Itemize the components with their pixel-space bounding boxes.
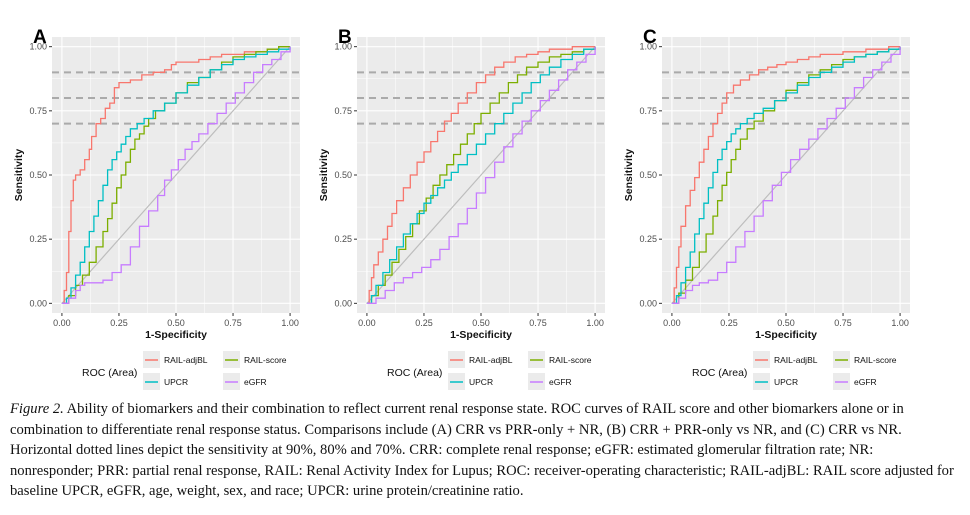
legend-entry-label: RAIL-score — [549, 355, 592, 365]
legend-entry-label: RAIL-score — [854, 355, 897, 365]
reference-diagonal — [366, 46, 596, 304]
x-tick-label: 0.50 — [472, 318, 490, 328]
legend-entry-label: RAIL-adjBL — [164, 355, 208, 365]
legend-entry-label: eGFR — [549, 377, 572, 387]
reference-diagonal — [61, 46, 291, 304]
x-tick-label: 0.75 — [224, 318, 242, 328]
x-axis-title: 1-Specificity — [145, 329, 207, 341]
y-axis-title: Sensitivity — [13, 149, 25, 202]
x-tick-label: 0.50 — [777, 318, 795, 328]
chart-panel-c: 0.00 0.25 0.50 0.75 1.00 0.00 0.25 0.50 0.75 1.00… — [623, 27, 910, 390]
roc-curve-upcr — [671, 46, 901, 304]
legend-entry-label: eGFR — [244, 377, 267, 387]
x-tick-label: 1.00 — [281, 318, 299, 328]
roc-curve-rail-adjbl — [366, 46, 596, 304]
y-tick-label: 0.00 — [29, 298, 47, 308]
y-tick-label: 0.75 — [29, 106, 47, 116]
y-tick-label: 0.50 — [334, 170, 352, 180]
y-axis-title: Sensitivity — [623, 149, 635, 202]
y-tick-label: 0.50 — [29, 170, 47, 180]
figure-caption: Figure 2. Ability of biomarkers and thei… — [10, 399, 960, 502]
legend: ROC (Area) RAIL-adjBL RAIL-score UPCR eGFR — [82, 351, 287, 390]
panel-label: C — [643, 27, 657, 48]
roc-figure: 0.00 0.25 0.50 0.75 1.00 0.00 0.25 0.50 0.75 1.00… — [13, 27, 910, 390]
panel-label: B — [338, 27, 352, 48]
x-tick-label: 0.25 — [720, 318, 738, 328]
y-tick-label: 0.50 — [639, 170, 657, 180]
x-axis-title: 1-Specificity — [450, 329, 512, 341]
roc-curve-egfr — [61, 46, 291, 304]
y-tick-label: 1.00 — [639, 42, 657, 52]
legend-entry-label: UPCR — [774, 377, 798, 387]
x-tick-label: 1.00 — [586, 318, 604, 328]
legend-entry-label: RAIL-adjBL — [774, 355, 818, 365]
legend-entry-label: eGFR — [854, 377, 877, 387]
legend-entry-label: UPCR — [164, 377, 188, 387]
x-tick-label: 0.75 — [529, 318, 547, 328]
reference-diagonal — [671, 46, 901, 304]
x-axis-title: 1-Specificity — [755, 329, 817, 341]
chart-panel-a: 0.00 0.25 0.50 0.75 1.00 0.00 0.25 0.50 0.75 1.00… — [13, 27, 300, 390]
x-tick-label: 0.50 — [167, 318, 185, 328]
caption-text: Ability of biomarkers and their combinat… — [10, 401, 954, 499]
legend-title: ROC (Area) — [82, 367, 137, 379]
roc-curve-egfr — [366, 46, 596, 304]
roc-curve-rail-adjbl — [671, 46, 901, 304]
legend-entry-label: UPCR — [469, 377, 493, 387]
y-tick-label: 0.00 — [334, 298, 352, 308]
roc-curve-upcr — [61, 46, 291, 304]
legend-title: ROC (Area) — [387, 367, 442, 379]
x-tick-label: 0.00 — [358, 318, 376, 328]
x-tick-label: 0.75 — [834, 318, 852, 328]
y-tick-label: 0.75 — [334, 106, 352, 116]
chart-panel-b: 0.00 0.25 0.50 0.75 1.00 0.00 0.25 0.50 0.75 1.00… — [318, 27, 605, 390]
legend-title: ROC (Area) — [692, 367, 747, 379]
y-tick-label: 0.25 — [334, 234, 352, 244]
y-tick-label: 1.00 — [334, 42, 352, 52]
x-tick-label: 0.00 — [53, 318, 71, 328]
panel-label: A — [33, 27, 47, 48]
roc-curve-egfr — [671, 46, 901, 304]
y-tick-label: 1.00 — [29, 42, 47, 52]
roc-curve-upcr — [366, 46, 596, 304]
x-tick-label: 0.00 — [663, 318, 681, 328]
caption-label: Figure 2. — [10, 401, 64, 417]
roc-curve-rail-score — [366, 46, 596, 304]
y-tick-label: 0.25 — [29, 234, 47, 244]
y-tick-label: 0.25 — [639, 234, 657, 244]
legend: ROC (Area) RAIL-adjBL RAIL-score UPCR eGFR — [387, 351, 592, 390]
legend-entry-label: RAIL-adjBL — [469, 355, 513, 365]
x-tick-label: 0.25 — [415, 318, 433, 328]
x-tick-label: 0.25 — [110, 318, 128, 328]
roc-curve-rail-adjbl — [61, 46, 291, 304]
legend-entry-label: RAIL-score — [244, 355, 287, 365]
y-tick-label: 0.75 — [639, 106, 657, 116]
y-tick-label: 0.00 — [639, 298, 657, 308]
y-axis-title: Sensitivity — [318, 149, 330, 202]
x-tick-label: 1.00 — [891, 318, 909, 328]
legend: ROC (Area) RAIL-adjBL RAIL-score UPCR eGFR — [692, 351, 897, 390]
